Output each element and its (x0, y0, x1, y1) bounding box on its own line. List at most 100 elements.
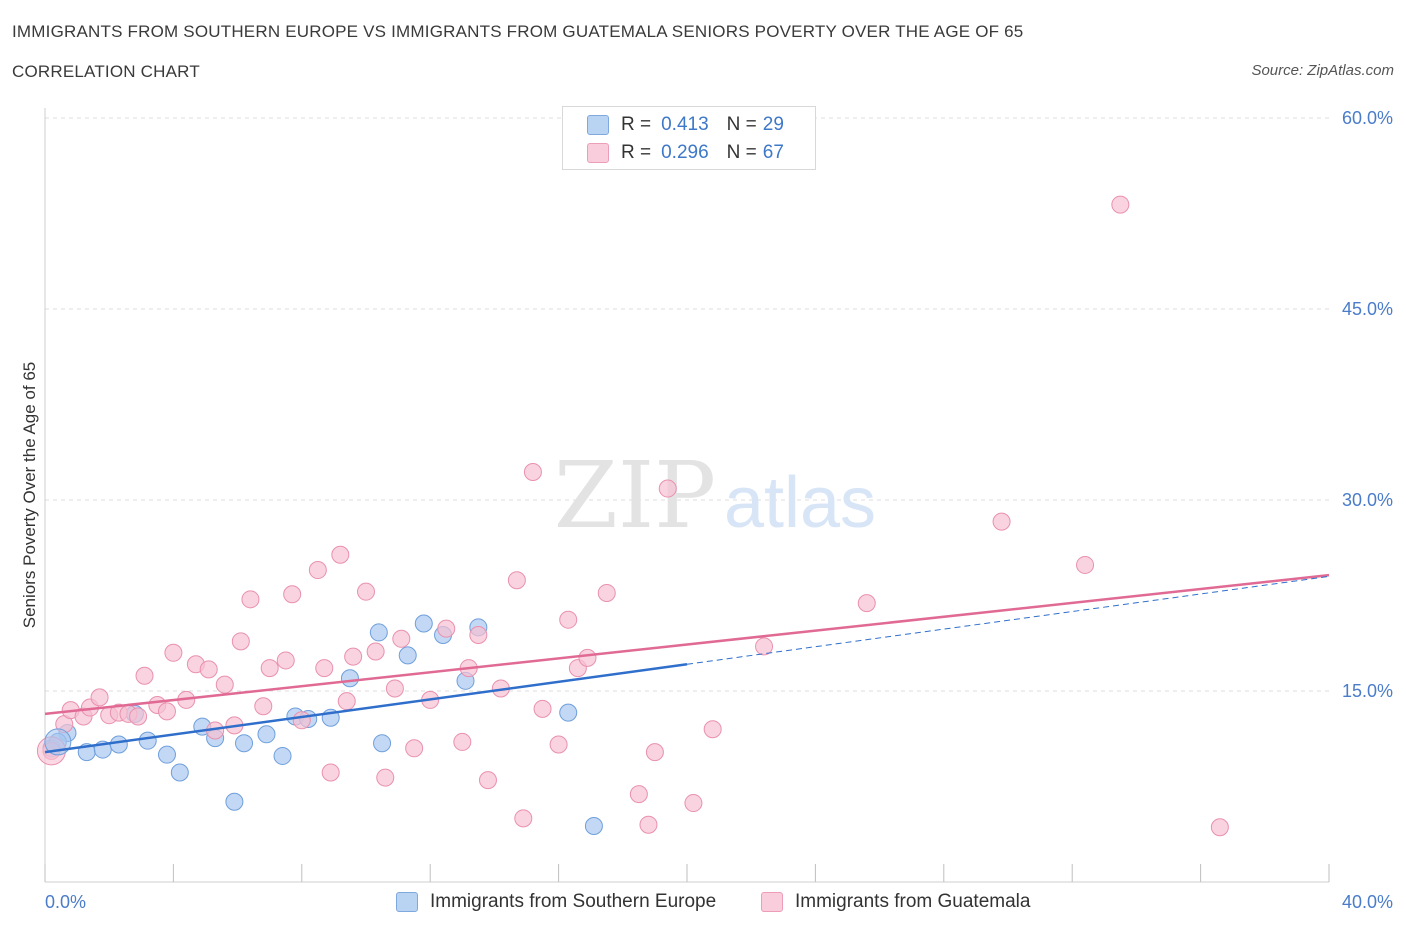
point-guatemala (254, 697, 273, 716)
point-guatemala (129, 707, 148, 726)
grid-lines (45, 117, 1329, 692)
point-guatemala (344, 647, 363, 666)
point-southern-europe (373, 734, 392, 753)
point-guatemala (578, 648, 597, 667)
point-guatemala (597, 583, 616, 602)
r-label: R = (621, 142, 652, 163)
trend-line-guatemala (44, 573, 1330, 716)
point-guatemala (857, 594, 876, 613)
point-guatemala (523, 462, 542, 481)
point-guatemala (549, 735, 568, 754)
data-points (36, 195, 1229, 837)
point-guatemala (645, 743, 664, 762)
point-guatemala (164, 643, 183, 662)
point-guatemala (135, 666, 154, 685)
point-guatemala (199, 660, 218, 679)
point-southern-europe (584, 816, 603, 835)
point-guatemala (215, 675, 234, 694)
point-guatemala (755, 637, 774, 656)
pink-swatch-icon (587, 143, 609, 163)
point-guatemala (703, 720, 722, 739)
point-guatemala (514, 809, 533, 828)
point-southern-europe (559, 703, 578, 722)
point-guatemala (437, 619, 456, 638)
x-tick-label: 40.0% (1342, 892, 1393, 912)
point-guatemala (1076, 555, 1095, 574)
chart-subtitle: CORRELATION CHART (12, 62, 200, 81)
point-guatemala (992, 512, 1011, 531)
trend-lines (44, 573, 1330, 754)
watermark: ZIP atlas (554, 442, 876, 549)
point-southern-europe (398, 646, 417, 665)
blue-swatch-icon (587, 115, 609, 135)
point-guatemala (283, 585, 302, 604)
point-guatemala (405, 739, 424, 758)
point-guatemala (292, 711, 311, 730)
point-guatemala (376, 768, 395, 787)
point-guatemala (315, 659, 334, 678)
n-label: N = (726, 142, 757, 163)
point-guatemala (559, 610, 578, 629)
source-credit: Source: ZipAtlas.com (1251, 62, 1394, 79)
y-tick-label: 15.0% (1342, 681, 1393, 701)
point-guatemala (392, 629, 411, 648)
point-guatemala (629, 785, 648, 804)
trend-line-southern-europe (44, 663, 688, 754)
n-value: 67 (762, 142, 784, 163)
point-southern-europe (225, 792, 244, 811)
point-southern-europe (170, 763, 189, 782)
stats-legend-row-pink: R = 0.296 N = 67 (587, 141, 784, 165)
point-southern-europe (235, 734, 254, 753)
point-guatemala (90, 688, 109, 707)
point-guatemala (453, 732, 472, 751)
legend-item-southern-europe: Immigrants from Southern Europe (396, 889, 716, 915)
n-value: 29 (762, 114, 784, 135)
legend-item-guatemala: Immigrants from Guatemala (761, 889, 1030, 915)
point-guatemala (1210, 818, 1229, 837)
point-guatemala (1111, 195, 1130, 214)
point-guatemala (658, 479, 677, 498)
blue-swatch-icon (396, 892, 418, 912)
legend-label: Immigrants from Guatemala (795, 891, 1031, 912)
point-southern-europe (369, 623, 388, 642)
point-guatemala (478, 771, 497, 790)
stats-legend-row-blue: R = 0.413 N = 29 (587, 113, 784, 137)
legend-label: Immigrants from Southern Europe (430, 891, 717, 912)
axis-labels: 15.0% 30.0% 45.0% 60.0% 0.0% 40.0% Seniors Pov… (20, 108, 1393, 912)
y-tick-label: 30.0% (1342, 490, 1393, 510)
point-guatemala (533, 699, 552, 718)
r-value: 0.413 (661, 114, 709, 135)
point-guatemala (366, 642, 385, 661)
point-southern-europe (273, 746, 292, 765)
point-guatemala (157, 702, 176, 721)
point-guatemala (385, 679, 404, 698)
chart-title: IMMIGRANTS FROM SOUTHERN EUROPE VS IMMIG… (12, 22, 1024, 41)
point-southern-europe (257, 725, 276, 744)
point-guatemala (507, 571, 526, 590)
point-guatemala (331, 545, 350, 564)
r-value: 0.296 (661, 142, 709, 163)
point-guatemala (639, 815, 658, 834)
stats-legend: R = 0.413 N = 29 R = 0.296 N = 67 (562, 106, 816, 170)
point-guatemala (337, 692, 356, 711)
point-guatemala (357, 582, 375, 601)
point-guatemala (469, 625, 488, 644)
watermark-zip: ZIP (554, 442, 716, 549)
watermark-atlas: atlas (724, 463, 876, 543)
point-southern-europe (138, 731, 157, 750)
x-tick-label: 0.0% (45, 892, 86, 912)
y-tick-label: 45.0% (1342, 299, 1393, 319)
point-guatemala (276, 651, 295, 670)
point-southern-europe (340, 669, 359, 688)
n-label: N = (726, 114, 757, 135)
point-guatemala (241, 590, 260, 609)
point-southern-europe (157, 745, 176, 764)
point-guatemala (260, 659, 279, 678)
trend-line-southern-europe-extension (686, 575, 1330, 665)
r-label: R = (621, 114, 652, 135)
point-guatemala (684, 794, 703, 813)
y-axis-label: Seniors Poverty Over the Age of 65 (20, 362, 39, 628)
point-southern-europe (414, 614, 433, 633)
point-guatemala (231, 632, 250, 651)
